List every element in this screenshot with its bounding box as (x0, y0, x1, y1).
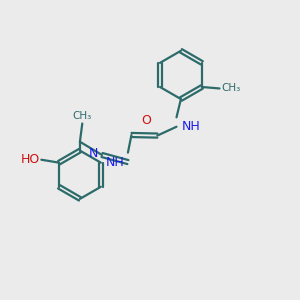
Text: N: N (89, 147, 98, 160)
Text: O: O (141, 114, 151, 127)
Text: CH₃: CH₃ (73, 111, 92, 121)
Text: HO: HO (20, 153, 40, 166)
Text: CH₃: CH₃ (221, 83, 240, 94)
Text: NH: NH (182, 120, 200, 133)
Text: NH: NH (106, 156, 124, 169)
